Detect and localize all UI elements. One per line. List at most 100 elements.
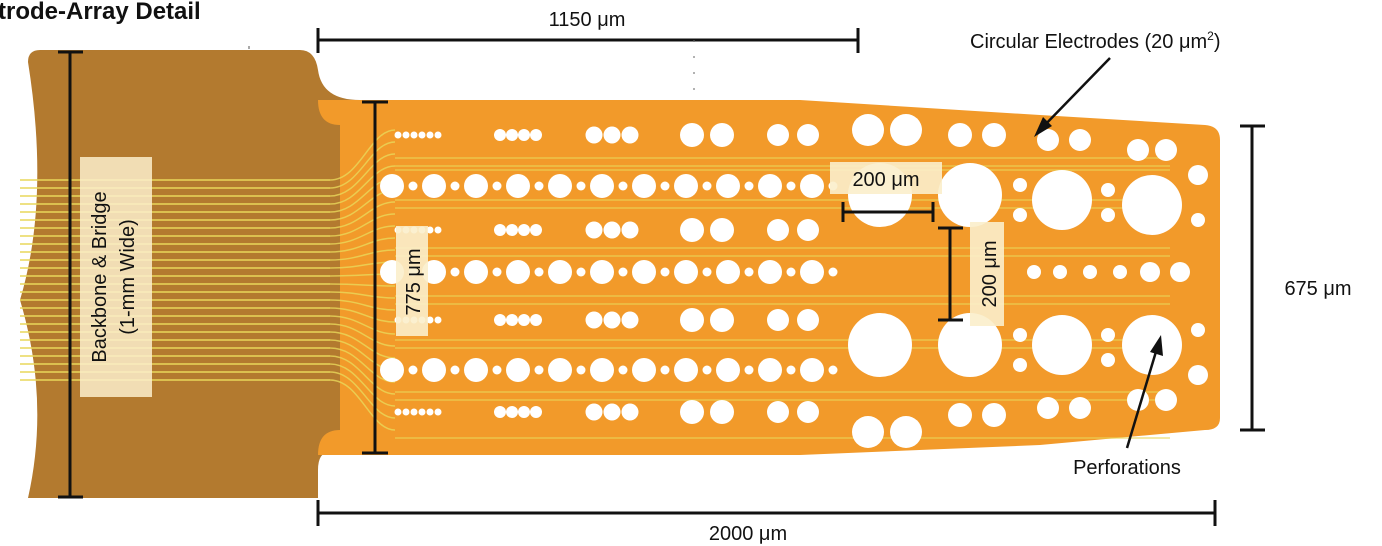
perforation bbox=[422, 358, 446, 382]
electrode bbox=[1191, 213, 1205, 227]
electrode bbox=[418, 408, 426, 416]
electrode bbox=[506, 314, 518, 326]
electrode bbox=[1155, 139, 1177, 161]
perforation bbox=[680, 123, 704, 147]
electrode bbox=[506, 129, 518, 141]
perforations-arrow bbox=[1125, 344, 1160, 449]
perforation bbox=[1122, 175, 1182, 235]
electrode bbox=[1188, 365, 1208, 385]
perforation bbox=[506, 174, 530, 198]
electrode bbox=[1037, 129, 1059, 151]
trace-fan bbox=[329, 379, 396, 431]
electrode bbox=[494, 224, 506, 236]
electrode bbox=[492, 181, 502, 191]
electrode bbox=[621, 221, 639, 239]
perforation bbox=[800, 174, 824, 198]
perforation bbox=[710, 123, 734, 147]
pitch-vertical-label: 200 μm bbox=[979, 240, 1001, 307]
perforation bbox=[716, 174, 740, 198]
electrode bbox=[1101, 183, 1115, 197]
trace-fan bbox=[329, 201, 396, 229]
electrode bbox=[890, 114, 922, 146]
trace-fan bbox=[329, 355, 396, 395]
electrode bbox=[744, 267, 754, 277]
electrode bbox=[426, 316, 434, 324]
electrode bbox=[585, 403, 603, 421]
trace-fan bbox=[329, 213, 396, 237]
electrode bbox=[660, 181, 670, 191]
electrode bbox=[786, 365, 796, 375]
electrode-field bbox=[380, 114, 1208, 448]
perforation bbox=[632, 358, 656, 382]
electrode bbox=[492, 267, 502, 277]
electrodes-arrowhead bbox=[1034, 117, 1052, 137]
electrode bbox=[744, 365, 754, 375]
perforation bbox=[680, 308, 704, 332]
electrode bbox=[1053, 265, 1067, 279]
electrode bbox=[576, 267, 586, 277]
trace-fan bbox=[329, 371, 396, 419]
electrode bbox=[828, 365, 838, 375]
perforation bbox=[800, 260, 824, 284]
electrode bbox=[948, 403, 972, 427]
electrode bbox=[394, 408, 402, 416]
electrodes-arrow bbox=[1039, 57, 1111, 131]
electrode bbox=[434, 131, 442, 139]
perforation bbox=[1032, 315, 1092, 375]
electrode bbox=[702, 365, 712, 375]
electrode bbox=[585, 311, 603, 329]
electrode bbox=[576, 181, 586, 191]
electrode bbox=[530, 314, 542, 326]
figure-title: trode-Array Detail bbox=[0, 0, 201, 25]
perforation bbox=[380, 174, 404, 198]
electrode bbox=[585, 126, 603, 144]
electrode bbox=[426, 408, 434, 416]
electrode bbox=[828, 267, 838, 277]
electrode bbox=[1037, 397, 1059, 419]
perforation bbox=[797, 309, 819, 331]
width-1150-label: 1150 μm bbox=[549, 9, 626, 31]
electrode bbox=[434, 408, 442, 416]
perforation bbox=[938, 313, 1002, 377]
perforation bbox=[767, 124, 789, 146]
perforation bbox=[716, 358, 740, 382]
electrode bbox=[1101, 328, 1115, 342]
electrode bbox=[603, 311, 621, 329]
electrode bbox=[530, 406, 542, 418]
electrode bbox=[1027, 265, 1041, 279]
perforation bbox=[1032, 170, 1092, 230]
electrode bbox=[1101, 208, 1115, 222]
perforation bbox=[464, 260, 488, 284]
trace-fan bbox=[329, 315, 396, 335]
electrode bbox=[603, 126, 621, 144]
perforation bbox=[506, 358, 530, 382]
electrode bbox=[852, 416, 884, 448]
trace-fan bbox=[329, 153, 396, 197]
electrode bbox=[394, 131, 402, 139]
perforation bbox=[680, 400, 704, 424]
perforation bbox=[548, 174, 572, 198]
perforation bbox=[710, 308, 734, 332]
perforations-arrowhead bbox=[1150, 335, 1163, 356]
electrode bbox=[744, 181, 754, 191]
electrode bbox=[1127, 139, 1149, 161]
electrode bbox=[1013, 178, 1027, 192]
perforation bbox=[422, 174, 446, 198]
electrode bbox=[408, 365, 418, 375]
trace-fan bbox=[329, 237, 396, 253]
electrode bbox=[1113, 265, 1127, 279]
trace-fan bbox=[329, 323, 396, 347]
trace-fan bbox=[329, 331, 396, 359]
perforation bbox=[710, 400, 734, 424]
electrode bbox=[494, 314, 506, 326]
electrode bbox=[518, 129, 530, 141]
perforation bbox=[758, 358, 782, 382]
trace-fan bbox=[329, 291, 396, 299]
perforation bbox=[800, 358, 824, 382]
electrode bbox=[450, 267, 460, 277]
electrode bbox=[426, 131, 434, 139]
electrode bbox=[618, 181, 628, 191]
perforation bbox=[674, 358, 698, 382]
electrode bbox=[402, 131, 410, 139]
electrode bbox=[408, 181, 418, 191]
